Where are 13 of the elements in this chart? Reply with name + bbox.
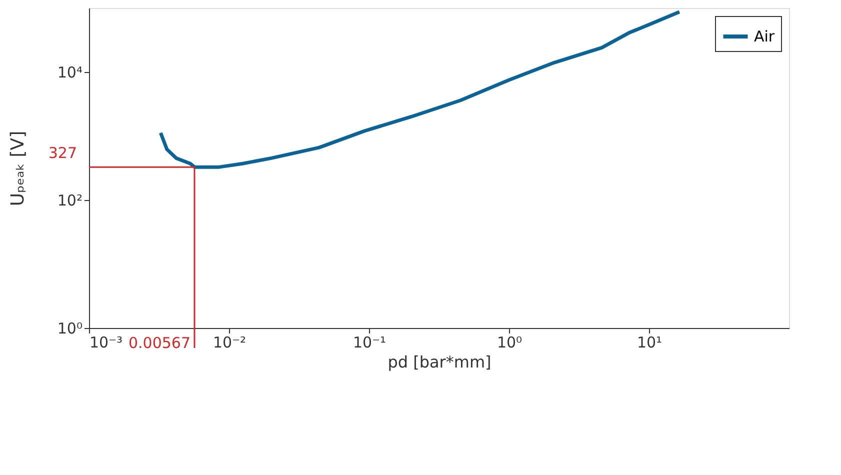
x-tick-label: 10⁰ (496, 334, 522, 352)
ref-line-label: 327 (48, 144, 77, 162)
x-tick-label: 10⁻³ (90, 334, 123, 352)
x-axis-title: pd [bar*mm] (388, 352, 492, 372)
x-tick-label: 10¹ (636, 334, 662, 352)
y-tick-label: 10⁰ (57, 320, 82, 338)
y-tick-label: 10⁴ (57, 64, 82, 82)
ref-line-label: 0.00567 (128, 334, 190, 352)
legend-label: Air (754, 28, 776, 46)
x-tick-label: 10⁻¹ (352, 334, 386, 352)
y-tick-label: 10² (57, 192, 82, 210)
x-tick-label: 10⁻² (212, 334, 246, 352)
y-axis-title: Uₚₑₐₖ [V] (7, 130, 28, 206)
